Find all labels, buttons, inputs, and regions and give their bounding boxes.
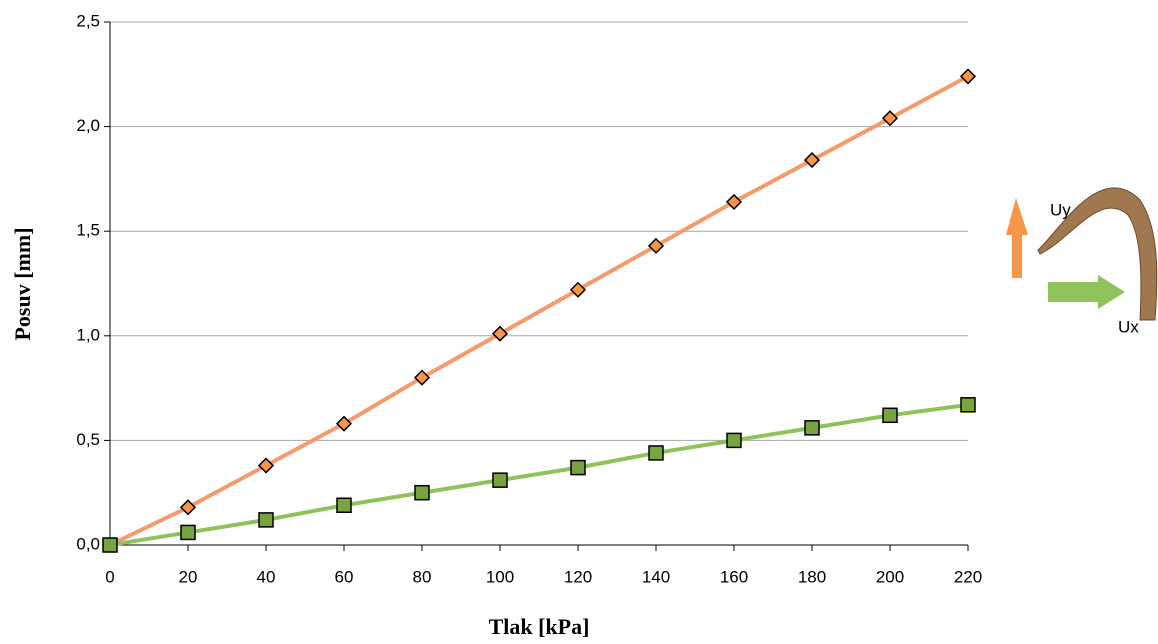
legend-figure [1037, 187, 1158, 321]
y-axis-title: Posuv [mm] [10, 227, 35, 340]
data-point [335, 415, 353, 432]
data-point [803, 152, 821, 169]
x-tick-label: 80 [413, 567, 432, 586]
data-point [882, 407, 898, 424]
x-tick-label: 200 [876, 567, 904, 586]
x-tick-label: 60 [335, 567, 354, 586]
y-tick-label: 1,0 [76, 325, 100, 344]
x-tick-label: 180 [798, 567, 826, 586]
x-tick-label: 20 [179, 567, 198, 586]
worm-figure [1037, 187, 1158, 321]
data-point [570, 459, 586, 476]
data-point [257, 457, 275, 474]
data-point [258, 512, 274, 528]
x-axis-title: Tlak [kPa] [489, 614, 590, 639]
y-tick-label: 1,5 [76, 221, 100, 240]
legend-arrow [1006, 198, 1028, 278]
x-tick-label: 100 [486, 567, 514, 586]
y-tick-label: 0,0 [76, 534, 100, 553]
data-point [491, 325, 509, 342]
data-point [726, 432, 742, 449]
data-point [414, 484, 430, 501]
data-point [569, 281, 587, 298]
x-tick-label: 140 [642, 567, 670, 586]
data-point [180, 524, 196, 541]
x-tick-label: 220 [954, 567, 982, 586]
x-tick-label: 40 [257, 567, 276, 586]
y-tick-label: 2,0 [76, 116, 100, 135]
data-point [492, 472, 508, 488]
x-tick-label: 120 [564, 567, 592, 586]
y-tick-label: 0,5 [76, 430, 100, 449]
data-point [959, 68, 977, 85]
series-line [109, 74, 969, 547]
data-point [648, 445, 664, 461]
x-tick-label: 160 [720, 567, 748, 586]
data-point [179, 499, 197, 516]
y-tick-label: 2,5 [76, 11, 100, 30]
data-point [102, 537, 118, 553]
legend-arrow [1048, 275, 1125, 309]
data-point [725, 193, 743, 210]
data-point [336, 497, 352, 514]
data-point [960, 397, 976, 413]
series-line [109, 402, 969, 547]
legend-label: Uy [1050, 200, 1071, 219]
x-tick-label: 0 [105, 567, 114, 586]
legend-label: Ux [1118, 317, 1139, 336]
data-point [804, 420, 820, 436]
data-point [647, 237, 665, 254]
data-point [413, 369, 431, 386]
data-point [881, 110, 899, 127]
